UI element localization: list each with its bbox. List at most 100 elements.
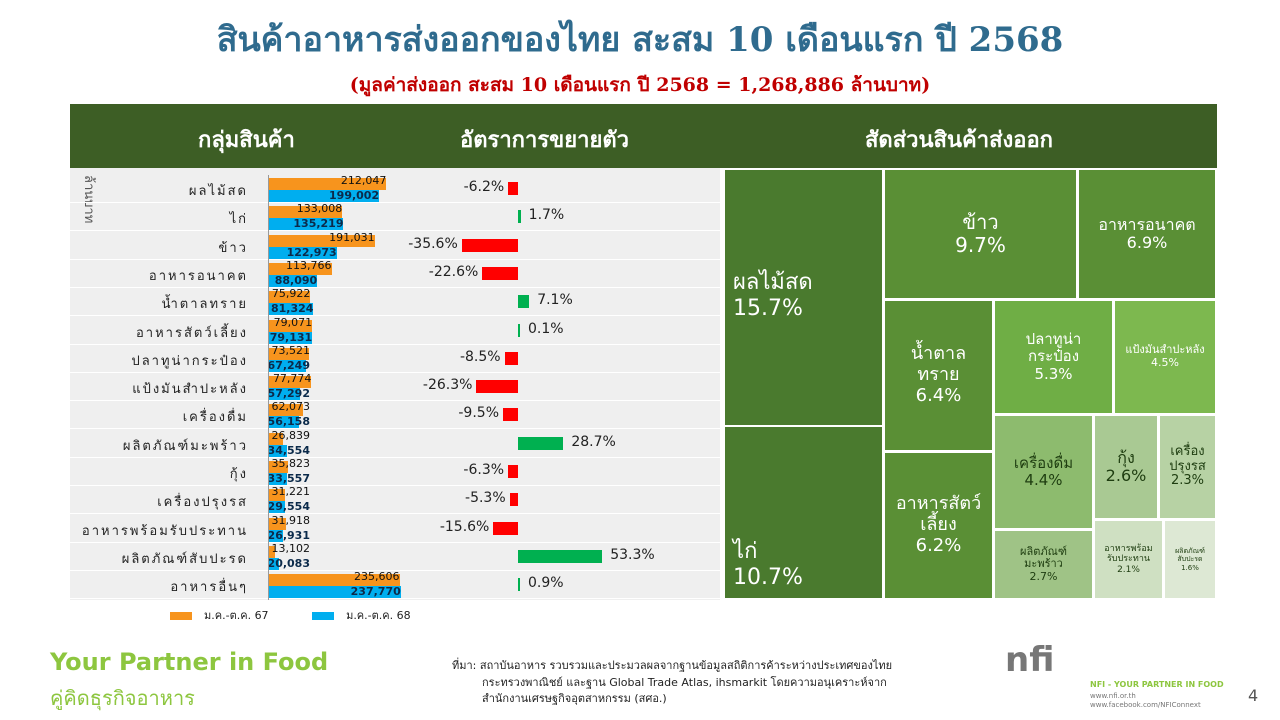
value-label-67: 35,823 xyxy=(271,457,311,470)
footer xyxy=(0,632,1280,720)
treemap-tile: แป้งมันสำปะหลัง 4.5% xyxy=(1115,301,1215,413)
value-label-68: 88,090 xyxy=(274,273,318,287)
growth-label: -6.2% xyxy=(463,179,505,195)
tile-percent: 10.7% xyxy=(733,564,803,590)
value-label-67: 77,774 xyxy=(272,372,312,386)
tile-label: อาหารสัตว์เลี้ยง xyxy=(895,493,982,536)
header-growth: อัตราการขยายตัว xyxy=(460,128,629,153)
slogan-en: Your Partner in Food xyxy=(50,648,329,676)
value-label-68: 79,131 xyxy=(269,330,313,344)
table-row: อาหารอื่นๆ 235,606 237,770 0.9% xyxy=(70,570,720,600)
source-line: ที่มา: สถาบันอาหาร รวบรวมและประมวลผลจากฐ… xyxy=(452,659,893,672)
value-label-68: 29,554 xyxy=(267,500,310,514)
table-row: ผลิตภัณฑ์สับปะรด 13,102 20,083 53.3% xyxy=(70,542,720,571)
growth-label: -22.6% xyxy=(428,263,479,280)
bar-67 xyxy=(268,404,303,417)
value-label-68: 135,219 xyxy=(293,217,344,231)
tile-percent: 6.2% xyxy=(915,534,962,556)
table-header: กลุ่มสินค้า อัตราการขยายตัว สัดส่วนสินค้… xyxy=(70,104,1217,168)
value-label-67: 133,008 xyxy=(296,202,343,216)
tile-label: ผลิตภัณฑ์มะพร้าว xyxy=(1020,544,1067,571)
source-note: ที่มา: สถาบันอาหาร รวบรวมและประมวลผลจากฐ… xyxy=(452,658,992,708)
tile-percent: 6.4% xyxy=(915,384,962,406)
value-label-67: 235,606 xyxy=(354,570,400,584)
legend-label-67: ม.ค.-ต.ค. 67 xyxy=(204,609,269,622)
value-label-68: 57,292 xyxy=(267,387,310,401)
category-label: เครื่องปรุงรส xyxy=(157,495,248,511)
growth-label: 28.7% xyxy=(571,433,616,450)
legend-swatch-68 xyxy=(312,612,335,620)
growth-label: -8.5% xyxy=(459,348,501,365)
value-label-67: 113,766 xyxy=(286,258,332,272)
bar-68 xyxy=(268,274,318,287)
value-label-68: 81,324 xyxy=(270,302,314,316)
table-row: ผลิตภัณฑ์มะพร้าว 26,839 34,554 28.7% xyxy=(70,428,720,458)
bar-67 xyxy=(268,234,375,247)
treemap-tile: กุ้ง 2.6% xyxy=(1095,416,1157,518)
source-line: กระทรวงพาณิชย์ และฐาน Global Trade Atlas… xyxy=(482,675,887,689)
value-label-67: 75,922 xyxy=(271,287,311,301)
table-row: ไก่ 133,008 135,219 1.7% xyxy=(70,202,720,232)
bar-67 xyxy=(268,517,286,530)
y-axis-unit: ล้านบาท xyxy=(81,175,96,224)
header-share: สัดส่วนสินค้าส่งออก xyxy=(865,128,1053,153)
treemap-tile: ผลิตภัณฑ์สับปะรด 1.6% xyxy=(1165,521,1215,598)
tile-percent: 1.6% xyxy=(1181,563,1199,572)
value-label-67: 62,073 xyxy=(271,400,311,414)
tile-label: น้ำตาลทราย xyxy=(910,343,967,386)
growth-bar xyxy=(493,521,518,535)
table-row: ผลไม้สด 212,047 199,002 -6.2% xyxy=(70,174,720,203)
category-label: อาหารสัตว์เลี้ยง xyxy=(135,325,248,341)
category-label: ผลไม้สด xyxy=(188,184,248,199)
page-subtitle: (มูลค่าส่งออก สะสม 10 เดือนแรก ปี 2568 =… xyxy=(349,74,931,96)
growth-bar xyxy=(504,351,518,365)
value-label-67: 212,047 xyxy=(340,174,387,187)
treemap-tile: อาหารพร้อมรับประทาน 2.1% xyxy=(1095,521,1162,598)
growth-bar xyxy=(502,408,518,422)
bar-68 xyxy=(268,473,287,485)
growth-label: -15.6% xyxy=(439,518,490,535)
value-label-68: 26,931 xyxy=(267,528,310,542)
tile-percent: 4.4% xyxy=(1024,471,1063,489)
tile-label: แป้งมันสำปะหลัง xyxy=(1125,343,1205,357)
category-label: อาหารอื่นๆ xyxy=(170,580,248,596)
tile-percent: 2.1% xyxy=(1117,564,1140,575)
value-label-68: 34,554 xyxy=(267,443,310,457)
category-label: ข้าว xyxy=(218,240,248,256)
value-label-67: 31,221 xyxy=(271,485,311,499)
table-row: เครื่องดื่ม 62,073 56,158 -9.5% xyxy=(70,400,720,430)
category-label: อาหารอนาคต xyxy=(148,268,248,284)
tile-percent: 4.5% xyxy=(1151,356,1179,369)
category-label: แป้งมันสำปะหลัง xyxy=(132,382,248,398)
tile-label: อาหารพร้อมรับประทาน xyxy=(1104,543,1153,565)
value-label-67: 26,839 xyxy=(271,428,311,442)
tile-percent: 6.9% xyxy=(1126,233,1168,252)
tile-label: อาหารอนาคต xyxy=(1098,214,1196,234)
bar-67 xyxy=(268,206,343,219)
value-label-67: 79,071 xyxy=(273,315,313,329)
growth-bar xyxy=(518,323,520,337)
growth-bar xyxy=(518,436,564,450)
value-label-67: 73,521 xyxy=(271,343,311,357)
growth-label: -26.3% xyxy=(422,377,473,394)
page-number: 4 xyxy=(1248,686,1259,705)
growth-label: -9.5% xyxy=(458,405,499,422)
bar-axis xyxy=(268,175,269,600)
bar-67 xyxy=(268,461,288,473)
table-row: กุ้ง 35,823 33,557 -6.3% xyxy=(70,457,720,486)
bar-68 xyxy=(268,246,337,259)
slogan-th: คู่คิดธุรกิจอาหาร xyxy=(50,686,195,710)
value-label-68: 122,973 xyxy=(286,245,337,259)
bar-68 xyxy=(268,331,313,344)
growth-label: -5.3% xyxy=(465,490,506,507)
bar-68 xyxy=(268,416,300,429)
tile-percent: 2.7% xyxy=(1029,569,1058,583)
category-label: ปลาทูน่ากระป๋อง xyxy=(131,353,248,369)
facebook-url: www.facebook.com/NFIConnext xyxy=(1090,701,1201,709)
tile-percent: 2.3% xyxy=(1170,473,1205,489)
bar-68 xyxy=(268,501,285,514)
growth-bar xyxy=(476,380,518,394)
growth-label: 53.3% xyxy=(610,546,655,563)
tile-label: กุ้ง xyxy=(1117,447,1135,467)
bar-67 xyxy=(268,574,400,587)
